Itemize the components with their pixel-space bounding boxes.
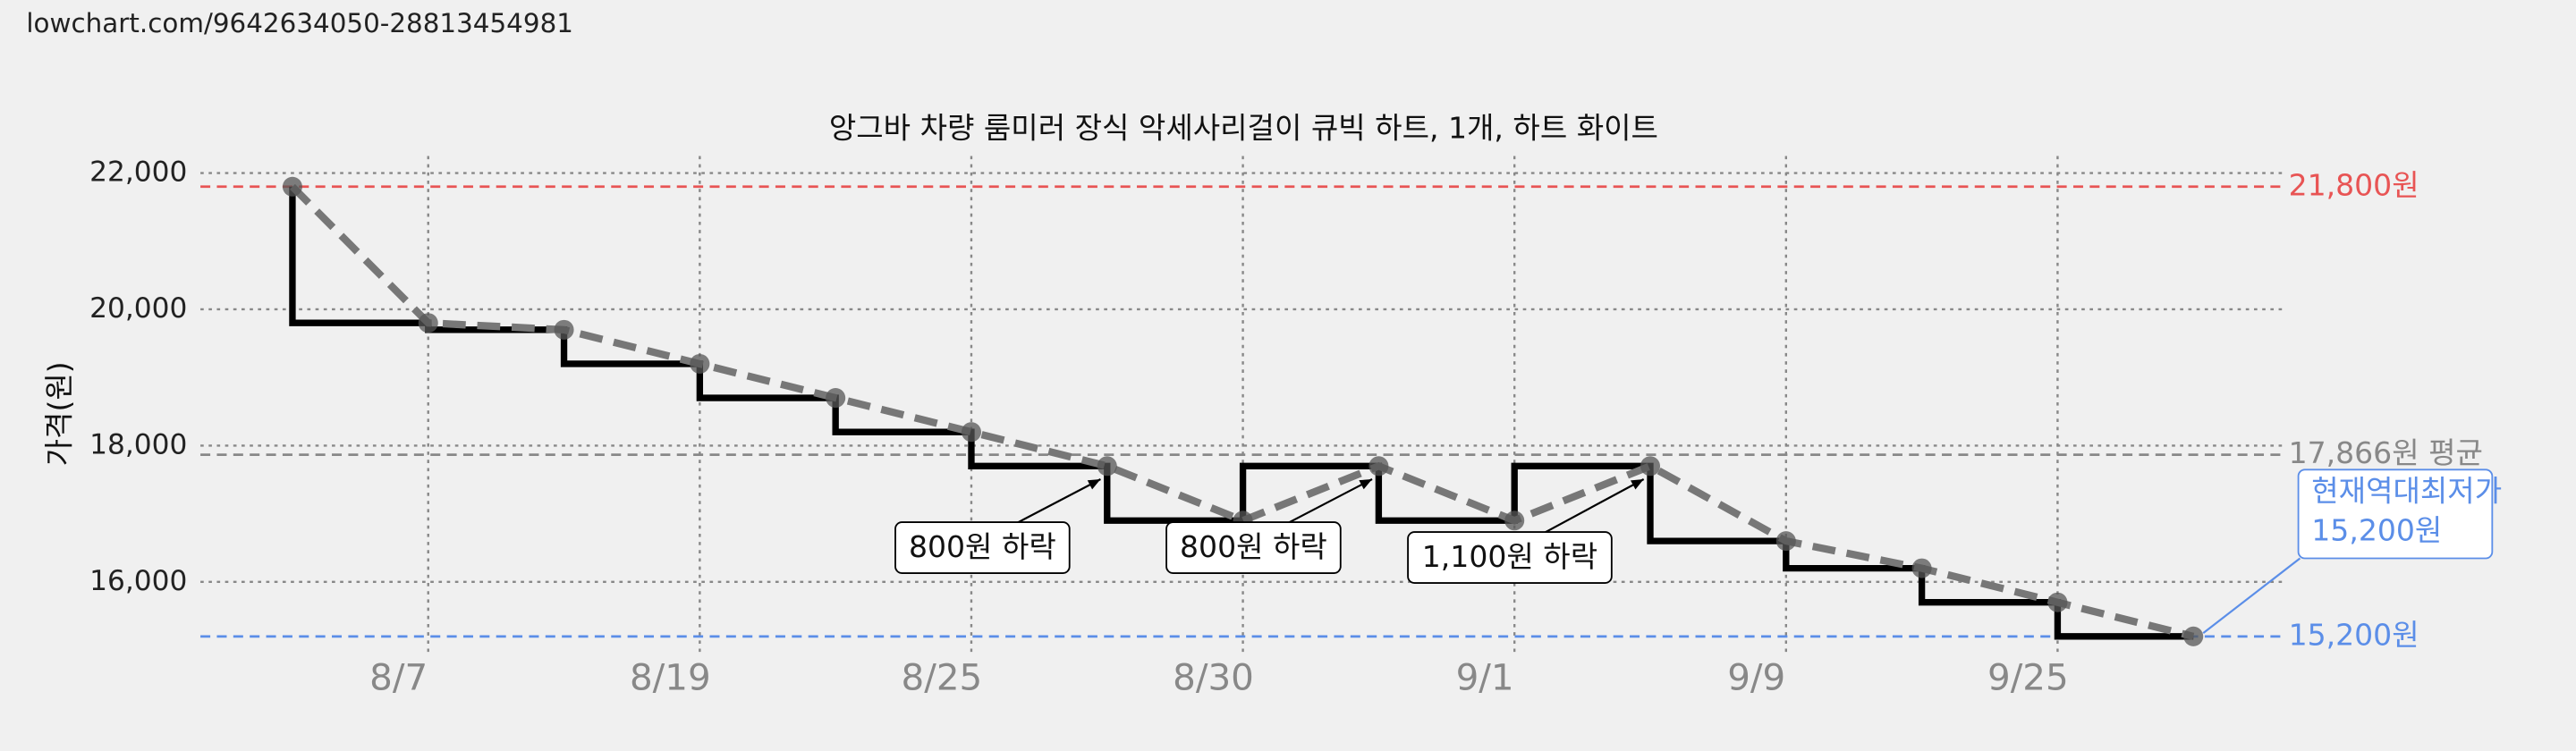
data-point xyxy=(2047,592,2068,612)
x-tick-label: 8/25 xyxy=(902,655,983,698)
data-point xyxy=(1097,456,1117,477)
data-point xyxy=(826,388,846,409)
arrow-head xyxy=(1359,478,1373,490)
callout-text: 현재역대최저가 xyxy=(2311,474,2502,509)
y-tick-label: 22,000 xyxy=(89,156,187,189)
data-point xyxy=(418,313,438,333)
data-point xyxy=(1504,511,1525,531)
data-point xyxy=(1911,558,1932,578)
chart-title: 앙그바 차량 룸미러 장식 악세사리걸이 큐빅 하트, 1개, 하트 화이트 xyxy=(829,111,1658,146)
annotation-text: 1,100원 하락 xyxy=(1422,539,1597,574)
annotation-box xyxy=(894,521,1071,574)
data-point xyxy=(282,176,302,197)
annotation-arrow xyxy=(1014,478,1101,525)
data-point xyxy=(2183,626,2204,646)
annotation-text: 800원 하락 xyxy=(1180,529,1327,564)
reference-label: 21,800원 xyxy=(2289,167,2419,202)
callout-arrow xyxy=(2202,557,2301,635)
data-point xyxy=(1640,456,1661,477)
data-point xyxy=(961,422,981,443)
reference-label: 15,200원 xyxy=(2289,617,2419,652)
data-point xyxy=(1368,456,1389,477)
annotation-text: 800원 하락 xyxy=(909,529,1056,564)
y-tick-label: 20,000 xyxy=(89,292,187,325)
annotation-box xyxy=(1407,531,1613,584)
reference-label: 17,866원 평균 xyxy=(2289,435,2483,470)
y-axis-label: 가격(원) xyxy=(41,361,76,466)
annotation-arrow xyxy=(1285,478,1373,525)
url: lowchart.com/9642634050-28813454981 xyxy=(26,8,573,38)
data-point xyxy=(690,353,710,374)
x-tick-label: 8/30 xyxy=(1173,655,1254,698)
arrow-head xyxy=(1087,478,1101,490)
x-tick-label: 8/7 xyxy=(369,655,428,698)
y-tick-label: 18,000 xyxy=(89,428,187,460)
annotation-arrow xyxy=(1542,478,1645,535)
x-tick-label: 8/19 xyxy=(630,655,711,698)
annotation-box xyxy=(1165,521,1342,574)
data-point xyxy=(554,319,574,340)
x-tick-label: 9/9 xyxy=(1727,655,1785,698)
x-tick-label: 9/25 xyxy=(1987,655,2069,698)
arrow-head xyxy=(1631,478,1644,490)
callout-box xyxy=(2297,468,2494,560)
x-tick-label: 9/1 xyxy=(1456,655,1514,698)
data-point xyxy=(1775,531,1796,552)
callout-text: 15,200원 xyxy=(2311,513,2442,548)
y-tick-label: 16,000 xyxy=(89,565,187,597)
